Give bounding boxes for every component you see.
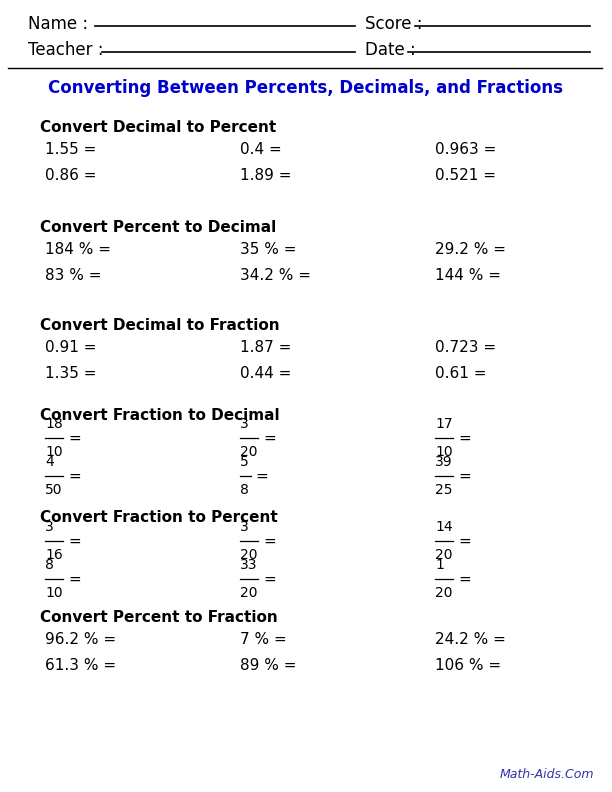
- Text: 4: 4: [45, 455, 54, 469]
- Text: 18: 18: [45, 417, 63, 431]
- Text: 20: 20: [240, 548, 258, 562]
- Text: =: =: [458, 534, 471, 549]
- Text: 20: 20: [435, 548, 452, 562]
- Text: Convert Decimal to Fraction: Convert Decimal to Fraction: [40, 318, 280, 333]
- Text: 29.2 % =: 29.2 % =: [435, 242, 506, 257]
- Text: Date :: Date :: [365, 41, 416, 59]
- Text: 20: 20: [240, 586, 258, 600]
- Text: 0.963 =: 0.963 =: [435, 143, 496, 158]
- Text: 0.723 =: 0.723 =: [435, 340, 496, 355]
- Text: 8: 8: [45, 558, 54, 572]
- Text: 0.86 =: 0.86 =: [45, 169, 97, 184]
- Text: 16: 16: [45, 548, 63, 562]
- Text: 1.87 =: 1.87 =: [240, 340, 291, 355]
- Text: 0.91 =: 0.91 =: [45, 340, 97, 355]
- Text: 33: 33: [240, 558, 258, 572]
- Text: 0.4 =: 0.4 =: [240, 143, 282, 158]
- Text: 83 % =: 83 % =: [45, 268, 102, 284]
- Text: 0.521 =: 0.521 =: [435, 169, 496, 184]
- Text: 10: 10: [435, 445, 453, 459]
- Text: 20: 20: [435, 586, 452, 600]
- Text: 17: 17: [435, 417, 453, 431]
- Text: 10: 10: [45, 586, 62, 600]
- Text: Score :: Score :: [365, 15, 422, 33]
- Text: =: =: [263, 572, 276, 587]
- Text: 25: 25: [435, 483, 452, 497]
- Text: =: =: [263, 534, 276, 549]
- Text: Name :: Name :: [28, 15, 88, 33]
- Text: =: =: [255, 469, 268, 483]
- Text: Convert Fraction to Percent: Convert Fraction to Percent: [40, 511, 278, 526]
- Text: 20: 20: [240, 445, 258, 459]
- Text: 34.2 % =: 34.2 % =: [240, 268, 311, 284]
- Text: 61.3 % =: 61.3 % =: [45, 657, 116, 672]
- Text: 5: 5: [240, 455, 248, 469]
- Text: =: =: [68, 572, 81, 587]
- Text: 0.61 =: 0.61 =: [435, 365, 487, 380]
- Text: 1: 1: [435, 558, 444, 572]
- Text: 7 % =: 7 % =: [240, 631, 287, 646]
- Text: =: =: [458, 572, 471, 587]
- Text: 8: 8: [240, 483, 249, 497]
- Text: 3: 3: [240, 520, 248, 534]
- Text: Teacher :: Teacher :: [28, 41, 103, 59]
- Text: 106 % =: 106 % =: [435, 657, 501, 672]
- Text: =: =: [263, 431, 276, 445]
- Text: 89 % =: 89 % =: [240, 657, 296, 672]
- Text: 24.2 % =: 24.2 % =: [435, 631, 506, 646]
- Text: 14: 14: [435, 520, 453, 534]
- Text: 96.2 % =: 96.2 % =: [45, 631, 116, 646]
- Text: Convert Fraction to Decimal: Convert Fraction to Decimal: [40, 408, 280, 422]
- Text: 3: 3: [240, 417, 248, 431]
- Text: =: =: [68, 534, 81, 549]
- Text: Converting Between Percents, Decimals, and Fractions: Converting Between Percents, Decimals, a…: [48, 79, 564, 97]
- Text: Convert Percent to Decimal: Convert Percent to Decimal: [40, 220, 276, 235]
- Text: =: =: [68, 431, 81, 445]
- Text: 3: 3: [45, 520, 54, 534]
- Text: 0.44 =: 0.44 =: [240, 365, 291, 380]
- Text: =: =: [458, 431, 471, 445]
- Text: 50: 50: [45, 483, 62, 497]
- Text: =: =: [68, 469, 81, 483]
- Text: 184 % =: 184 % =: [45, 242, 111, 257]
- Text: 1.89 =: 1.89 =: [240, 169, 291, 184]
- Text: Math-Aids.Com: Math-Aids.Com: [499, 767, 594, 780]
- Text: 35 % =: 35 % =: [240, 242, 296, 257]
- Text: 1.35 =: 1.35 =: [45, 365, 97, 380]
- Text: Convert Decimal to Percent: Convert Decimal to Percent: [40, 120, 276, 135]
- Text: Convert Percent to Fraction: Convert Percent to Fraction: [40, 610, 278, 625]
- Text: =: =: [458, 469, 471, 483]
- Text: 10: 10: [45, 445, 62, 459]
- Text: 144 % =: 144 % =: [435, 268, 501, 284]
- Text: 39: 39: [435, 455, 453, 469]
- Text: 1.55 =: 1.55 =: [45, 143, 96, 158]
